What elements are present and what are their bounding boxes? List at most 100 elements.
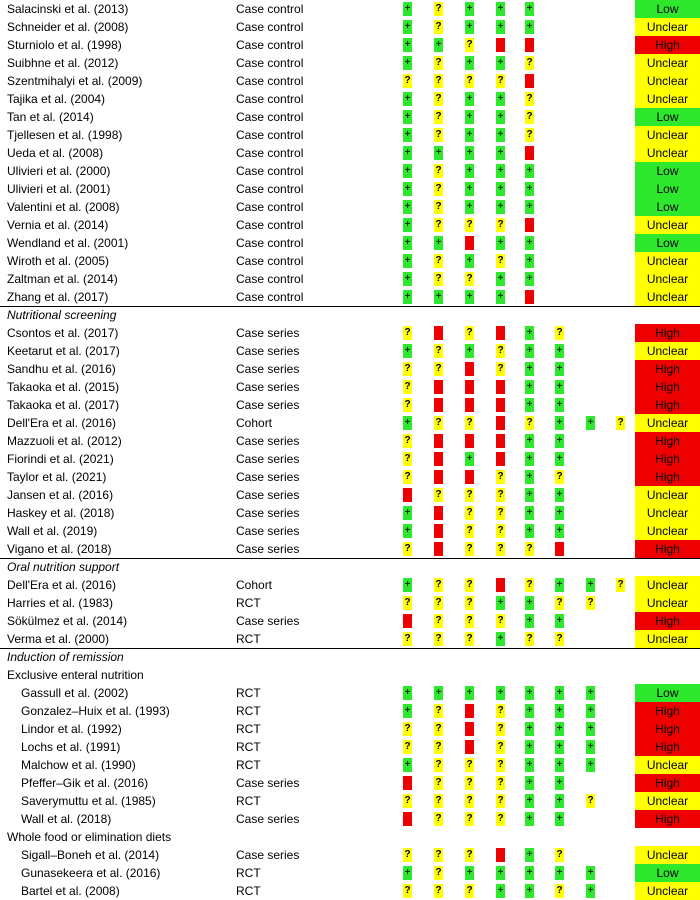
overall-risk-badge: High xyxy=(635,720,700,738)
study-design: Case control xyxy=(236,182,304,196)
section-title: Nutritional screening xyxy=(7,308,117,322)
rating-low-risk: + xyxy=(496,182,505,196)
table-row: Wiroth et al. (2005) Case control +? +? + Unc… xyxy=(0,252,700,270)
rating-unclear: ? xyxy=(525,542,534,556)
rating-high-risk: – xyxy=(434,326,443,340)
rating-low-risk: + xyxy=(465,344,474,358)
rating-low-risk: + xyxy=(586,740,595,754)
rating-unclear: ? xyxy=(496,704,505,718)
study-design: Case series xyxy=(236,326,300,340)
study-design: RCT xyxy=(236,686,261,700)
rating-low-risk: + xyxy=(555,380,564,394)
rating-low-risk: + xyxy=(525,20,534,34)
rating-low-risk: + xyxy=(403,128,412,142)
overall-risk-badge: Unclear xyxy=(635,288,700,306)
rating-low-risk: + xyxy=(525,488,534,502)
rating-low-risk: + xyxy=(496,272,505,286)
study-name: Tan et al. (2014) xyxy=(7,110,94,124)
table-row: Suibhne et al. (2012) Case control +? + +? Un… xyxy=(0,54,700,72)
rating-unclear: ? xyxy=(434,344,443,358)
rating-low-risk: + xyxy=(465,20,474,34)
table-row: Haskey et al. (2018) Case series + –?? + + Unc… xyxy=(0,504,700,522)
study-name: Gassull et al. (2002) xyxy=(21,686,129,700)
rating-low-risk: + xyxy=(496,866,505,880)
rating-low-risk: + xyxy=(525,272,534,286)
study-name: Malchow et al. (1990) xyxy=(21,758,136,772)
overall-risk-badge: High xyxy=(635,774,700,792)
rating-unclear: ? xyxy=(434,812,443,826)
table-row: Sandhu et al. (2016) Case series?? –? + + Hig… xyxy=(0,360,700,378)
section-divider xyxy=(0,648,700,649)
rating-unclear: ? xyxy=(434,578,443,592)
rating-high-risk: – xyxy=(434,470,443,484)
rating-low-risk: + xyxy=(525,596,534,610)
study-name: Lochs et al. (1991) xyxy=(21,740,121,754)
rating-unclear: ? xyxy=(434,20,443,34)
rating-unclear: ? xyxy=(465,758,474,772)
rating-low-risk: + xyxy=(525,326,534,340)
study-design: Case series xyxy=(236,506,300,520)
rating-high-risk: – xyxy=(496,434,505,448)
section-header: Oral nutrition support xyxy=(0,558,700,576)
study-design: RCT xyxy=(236,866,261,880)
rating-low-risk: + xyxy=(525,470,534,484)
rating-low-risk: + xyxy=(555,758,564,772)
rating-low-risk: + xyxy=(555,398,564,412)
rating-unclear: ? xyxy=(496,794,505,808)
rating-low-risk: + xyxy=(465,2,474,16)
study-name: Wall et al. (2018) xyxy=(21,812,112,826)
rating-low-risk: + xyxy=(465,164,474,178)
study-name: Sigall–Boneh et al. (2014) xyxy=(21,848,160,862)
rating-unclear: ? xyxy=(403,632,412,646)
rating-low-risk: + xyxy=(555,740,564,754)
rating-unclear: ? xyxy=(434,866,443,880)
rating-high-risk: – xyxy=(465,434,474,448)
study-name: Sturniolo et al. (1998) xyxy=(7,38,122,52)
table-row: Malchow et al. (1990) RCT +??? + + + Unclear xyxy=(0,756,700,774)
rating-low-risk: + xyxy=(465,452,474,466)
rating-low-risk: + xyxy=(403,704,412,718)
rating-low-risk: + xyxy=(555,452,564,466)
overall-risk-badge: Unclear xyxy=(635,522,700,540)
rating-low-risk: + xyxy=(525,200,534,214)
study-name: Vigano et al. (2018) xyxy=(7,542,112,556)
overall-risk-badge: Unclear xyxy=(635,792,700,810)
study-design: Case control xyxy=(236,74,304,88)
rating-low-risk: + xyxy=(525,884,534,898)
rating-low-risk: + xyxy=(555,344,564,358)
overall-risk-badge: Unclear xyxy=(635,594,700,612)
rating-low-risk: + xyxy=(525,254,534,268)
rating-low-risk: + xyxy=(465,128,474,142)
rating-low-risk: + xyxy=(403,254,412,268)
table-row: Pfeffer–Gik et al. (2016) Case series –???… xyxy=(0,774,700,792)
rating-unclear: ? xyxy=(434,758,443,772)
rating-high-risk: – xyxy=(525,74,534,88)
study-design: Case control xyxy=(236,254,304,268)
rating-unclear: ? xyxy=(496,470,505,484)
study-design: Case series xyxy=(236,470,300,484)
rating-low-risk: + xyxy=(525,344,534,358)
study-design: RCT xyxy=(236,722,261,736)
study-design: Case series xyxy=(236,848,300,862)
rating-low-risk: + xyxy=(403,2,412,16)
rating-low-risk: + xyxy=(555,704,564,718)
rating-low-risk: + xyxy=(465,290,474,304)
study-name: Verma et al. (2000) xyxy=(7,632,110,646)
rating-unclear: ? xyxy=(525,632,534,646)
rating-unclear: ? xyxy=(496,758,505,772)
study-design: Case series xyxy=(236,776,300,790)
study-design: Case series xyxy=(236,380,300,394)
rating-unclear: ? xyxy=(403,794,412,808)
rating-unclear: ? xyxy=(434,92,443,106)
rating-unclear: ? xyxy=(434,182,443,196)
rating-unclear: ? xyxy=(434,488,443,502)
rating-low-risk: + xyxy=(496,632,505,646)
study-design: RCT xyxy=(236,632,261,646)
rating-low-risk: + xyxy=(403,416,412,430)
section-header: Nutritional screening xyxy=(0,306,700,324)
study-name: Tjellesen et al. (1998) xyxy=(7,128,123,142)
rating-high-risk: – xyxy=(403,614,412,628)
table-row: Schneider et al. (2008) Case control +? + + +… xyxy=(0,18,700,36)
study-design: Case control xyxy=(236,164,304,178)
rating-unclear: ? xyxy=(465,218,474,232)
